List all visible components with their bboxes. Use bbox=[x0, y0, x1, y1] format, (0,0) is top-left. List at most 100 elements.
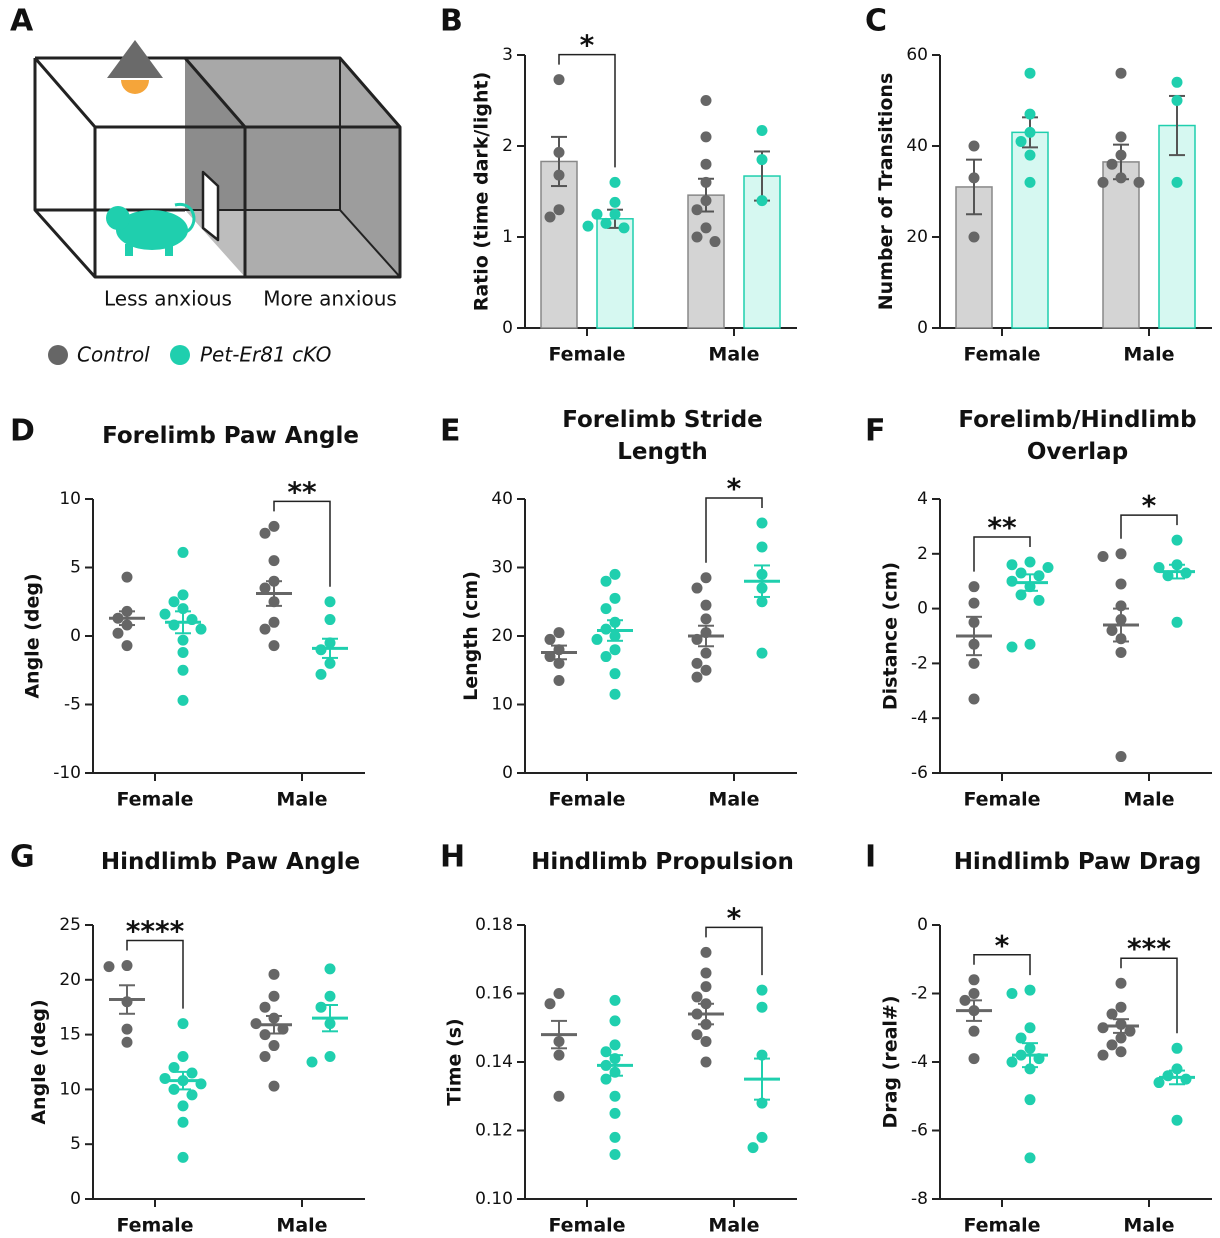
bracket bbox=[705, 497, 763, 563]
data-point bbox=[259, 582, 271, 594]
y-tick-label: -6 bbox=[911, 1121, 928, 1141]
y-tick-label: 2 bbox=[502, 136, 513, 156]
data-point bbox=[544, 211, 556, 223]
y-tick-label: 25 bbox=[59, 915, 81, 935]
data-point bbox=[168, 596, 180, 608]
data-point bbox=[177, 1151, 189, 1163]
data-point bbox=[177, 589, 189, 601]
y-tick-label: 20 bbox=[59, 970, 81, 990]
data-point bbox=[609, 568, 621, 580]
data-point bbox=[700, 946, 712, 958]
y-axis-label: Length (cm) bbox=[460, 571, 482, 701]
legend-label: Pet-Er81 cKO bbox=[200, 343, 331, 367]
data-point bbox=[1024, 638, 1036, 650]
data-point bbox=[195, 623, 207, 635]
data-point bbox=[121, 571, 133, 583]
data-point bbox=[259, 623, 271, 635]
y-tick-label: 0.16 bbox=[475, 984, 513, 1004]
data-point bbox=[1115, 633, 1127, 645]
data-point bbox=[700, 1018, 712, 1030]
data-point bbox=[1015, 567, 1027, 579]
data-point bbox=[968, 616, 980, 628]
data-point bbox=[1171, 95, 1183, 106]
y-tick-label: 4 bbox=[917, 489, 928, 509]
y-tick-label: 0 bbox=[917, 318, 928, 338]
data-point bbox=[691, 671, 703, 683]
data-point bbox=[1097, 1022, 1109, 1034]
y-tick-label: -4 bbox=[911, 708, 928, 728]
data-point bbox=[324, 1051, 336, 1063]
y-tick-label: 3 bbox=[502, 45, 513, 65]
data-point bbox=[177, 694, 189, 706]
data-point bbox=[968, 974, 980, 986]
data-point bbox=[315, 1001, 327, 1013]
panel-label: G bbox=[10, 840, 35, 875]
data-point bbox=[600, 1073, 612, 1085]
data-point bbox=[609, 616, 621, 628]
data-point bbox=[1171, 534, 1183, 546]
data-point bbox=[1006, 1056, 1018, 1068]
data-point bbox=[609, 1148, 621, 1160]
significance: *** bbox=[1127, 932, 1171, 965]
title-box: Hindlimb Paw Angle bbox=[101, 849, 360, 875]
data-point bbox=[691, 657, 703, 669]
data-point bbox=[324, 614, 336, 626]
data-point bbox=[756, 568, 768, 580]
data-point bbox=[268, 616, 280, 628]
data-point bbox=[324, 963, 336, 975]
data-point bbox=[1033, 1053, 1045, 1065]
data-point bbox=[553, 644, 565, 656]
data-point bbox=[600, 603, 612, 615]
data-point bbox=[600, 217, 612, 229]
data-point bbox=[553, 169, 565, 181]
significance: ** bbox=[287, 475, 317, 508]
data-point bbox=[324, 657, 336, 669]
data-point bbox=[609, 176, 621, 188]
data-point bbox=[553, 627, 565, 639]
y-tick-label: 20 bbox=[491, 626, 513, 646]
data-point bbox=[553, 204, 565, 216]
y-tick-label: -8 bbox=[911, 1189, 928, 1209]
data-point bbox=[553, 1049, 565, 1061]
y-tick-label: -10 bbox=[53, 763, 81, 783]
data-point bbox=[1115, 578, 1127, 590]
y-tick-label: 0.14 bbox=[475, 1052, 513, 1072]
x-tick-label: Female bbox=[548, 1215, 625, 1237]
data-point bbox=[1024, 581, 1036, 593]
data-point bbox=[609, 208, 621, 220]
data-point bbox=[609, 994, 621, 1006]
data-point bbox=[1171, 1063, 1183, 1075]
y-axis-label: Distance (cm) bbox=[880, 562, 902, 710]
legend-marker bbox=[48, 345, 68, 365]
data-point bbox=[600, 1046, 612, 1058]
data-point bbox=[609, 630, 621, 642]
data-point bbox=[1115, 600, 1127, 612]
significance: * bbox=[727, 472, 742, 505]
title-box: Forelimb/Hindlimb Overlap bbox=[958, 407, 1196, 465]
data-point bbox=[315, 644, 327, 656]
y-tick-label: -4 bbox=[911, 1052, 928, 1072]
title-box: Hindlimb Paw Drag bbox=[953, 849, 1202, 875]
chart-title: Forelimb Stride Length bbox=[562, 407, 763, 465]
data-point bbox=[591, 633, 603, 645]
title-box: Hindlimb Propulsion bbox=[531, 849, 794, 875]
panel-label: I bbox=[865, 840, 876, 875]
data-point bbox=[1097, 1049, 1109, 1061]
data-point bbox=[186, 614, 198, 626]
data-point bbox=[600, 623, 612, 635]
x-tick-label: Male bbox=[708, 344, 759, 366]
x-tick-label: Male bbox=[708, 789, 759, 811]
chart-title: Hindlimb Paw Drag bbox=[953, 849, 1202, 875]
data-point bbox=[259, 1001, 271, 1013]
data-point bbox=[609, 1107, 621, 1119]
data-point bbox=[268, 520, 280, 532]
data-point bbox=[700, 627, 712, 639]
data-point bbox=[968, 597, 980, 609]
data-point bbox=[747, 1142, 759, 1154]
y-tick-label: -5 bbox=[64, 695, 81, 715]
data-point bbox=[968, 693, 980, 705]
data-point bbox=[756, 1049, 768, 1061]
data-point bbox=[1033, 570, 1045, 582]
x-tick-label: Male bbox=[1123, 1215, 1174, 1237]
